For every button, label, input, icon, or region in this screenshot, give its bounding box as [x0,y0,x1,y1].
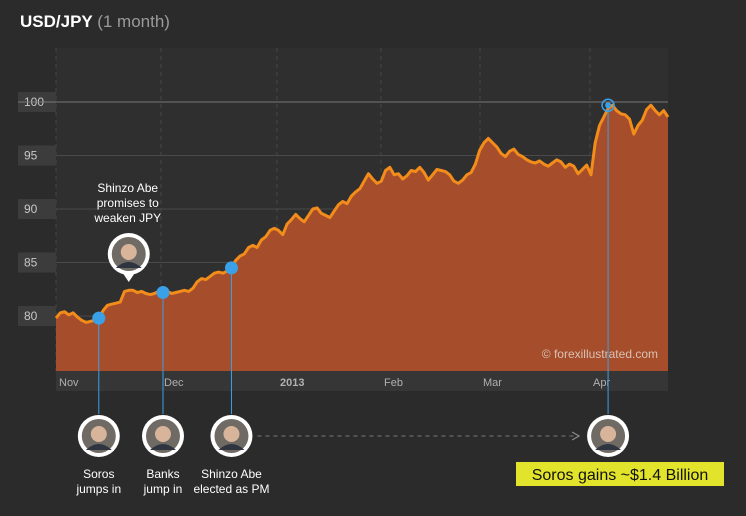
face-banks_in-head [154,426,171,442]
x-tick-label-2013: 2013 [280,377,304,389]
annotation-marker-soros_in [92,311,106,325]
watermark-text: © forexillustrated.com [542,347,658,361]
face-callout-shoulders [115,262,142,268]
annotation-label-banks_in-0: Banks [146,467,179,481]
face-soros_gains [587,415,630,457]
x-tick-label-Dec: Dec [164,377,184,389]
x-tick-label-Mar: Mar [483,377,502,389]
annotation-label-banks_in-1: jump in [143,482,183,496]
x-axis-strip [56,371,668,391]
annotation-ring-soros_gains [601,98,615,112]
annotation-label-soros_gains: Soros gains ~$1.4 Billion [532,467,709,484]
annotation-label-soros_in-1: jumps in [75,482,121,496]
face-soros_in-head [90,426,107,442]
callout-pointer [122,273,135,282]
y-tick-label-90: 90 [24,202,38,216]
timeline-arrowhead [571,431,581,441]
face-callout [107,233,150,275]
y-tick-label-95: 95 [24,149,38,163]
face-soros_gains-head [600,426,617,442]
x-tick-label-Nov: Nov [59,377,79,389]
face-banks_in-shoulders [149,444,176,450]
y-tick-box-90 [18,199,56,219]
face-abe_elected-head [223,426,240,442]
annotation-marker-soros_gains [605,102,612,109]
y-tick-box-95 [18,145,56,166]
face-soros_in [77,415,120,457]
annotation-marker-abe_elected [224,261,238,275]
x-tick-label-Apr: Apr [593,377,610,389]
face-soros_in-shoulders [85,444,112,450]
price-area [56,105,668,371]
chart-title: USD/JPY (1 month) [20,12,170,32]
callout-label-1: promises to [97,196,159,210]
y-tick-box-80 [18,306,56,326]
face-abe_elected-shoulders [218,444,245,450]
y-tick-label-85: 85 [24,256,38,270]
face-abe_elected [210,415,253,457]
face-callout-head [120,244,137,260]
chart-title-text: USD/JPY [20,12,93,31]
face-soros_gains-shoulders [595,444,622,450]
callout-label-0: Shinzo Abe [97,181,158,195]
callout-label-2: weaken JPY [93,211,161,225]
x-tick-label-Feb: Feb [384,377,403,389]
annotation-label-abe_elected-1: elected as PM [193,482,269,496]
y-tick-box-85 [18,252,56,273]
annotation-marker-banks_in [156,285,170,299]
annotation-label-abe_elected-0: Shinzo Abe [201,467,262,481]
face-banks_in [141,415,184,457]
annotation-label-soros_in-0: Soros [83,467,114,481]
highlight-box-soros_gains [516,462,724,486]
y-tick-label-80: 80 [24,309,38,323]
chart-subtitle: (1 month) [97,12,170,31]
